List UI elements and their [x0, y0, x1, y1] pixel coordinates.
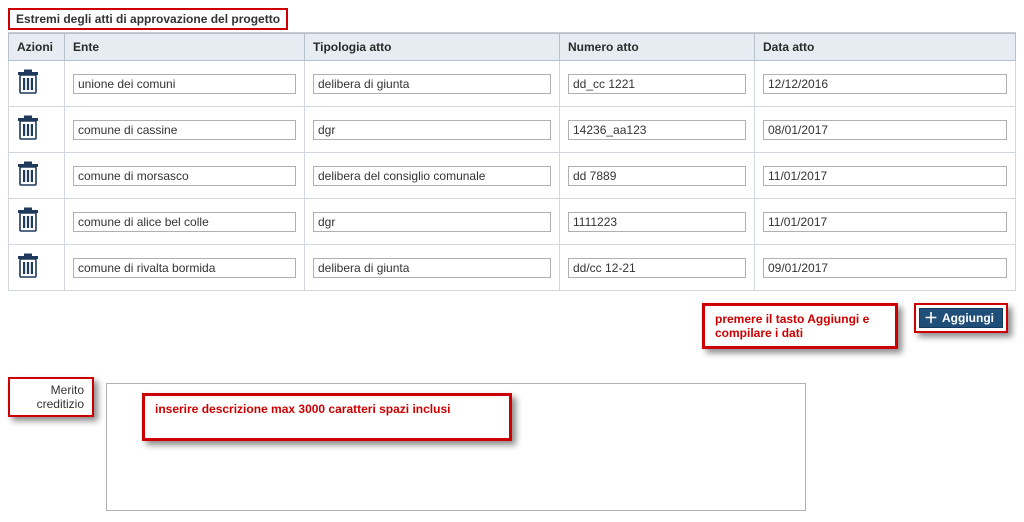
col-header-tipologia: Tipologia atto	[305, 34, 560, 61]
table-row	[9, 245, 1016, 291]
delete-icon[interactable]	[17, 115, 39, 144]
ente-input[interactable]	[73, 258, 296, 278]
data-input[interactable]	[763, 120, 1007, 140]
table-row	[9, 199, 1016, 245]
ente-input[interactable]	[73, 212, 296, 232]
col-header-ente: Ente	[65, 34, 305, 61]
approvals-table: Azioni Ente Tipologia atto Numero atto D…	[8, 33, 1016, 291]
table-row	[9, 107, 1016, 153]
data-input[interactable]	[763, 212, 1007, 232]
tipologia-input[interactable]	[313, 74, 551, 94]
section-title: Estremi degli atti di approvazione del p…	[8, 8, 288, 30]
tipologia-input[interactable]	[313, 212, 551, 232]
add-button[interactable]: ＋ Aggiungi	[919, 308, 1003, 328]
plus-icon: ＋	[924, 311, 938, 325]
delete-icon[interactable]	[17, 207, 39, 236]
data-input[interactable]	[763, 166, 1007, 186]
ente-input[interactable]	[73, 74, 296, 94]
tipologia-input[interactable]	[313, 166, 551, 186]
numero-input[interactable]	[568, 166, 746, 186]
merito-label: Merito creditizio	[8, 377, 94, 417]
delete-icon[interactable]	[17, 69, 39, 98]
ente-input[interactable]	[73, 166, 296, 186]
numero-input[interactable]	[568, 120, 746, 140]
aggiungi-highlight: ＋ Aggiungi	[914, 303, 1008, 333]
add-button-label: Aggiungi	[942, 311, 994, 325]
tipologia-input[interactable]	[313, 258, 551, 278]
ente-input[interactable]	[73, 120, 296, 140]
data-input[interactable]	[763, 258, 1007, 278]
merito-label-line2: creditizio	[18, 397, 84, 411]
col-header-data: Data atto	[755, 34, 1016, 61]
col-header-azioni: Azioni	[9, 34, 65, 61]
numero-input[interactable]	[568, 258, 746, 278]
delete-icon[interactable]	[17, 253, 39, 282]
callout-aggiungi: premere il tasto Aggiungi e compilare i …	[702, 303, 898, 349]
merito-textarea[interactable]	[106, 383, 806, 511]
numero-input[interactable]	[568, 212, 746, 232]
tipologia-input[interactable]	[313, 120, 551, 140]
col-header-numero: Numero atto	[560, 34, 755, 61]
table-row	[9, 153, 1016, 199]
delete-icon[interactable]	[17, 161, 39, 190]
table-row	[9, 61, 1016, 107]
merito-label-line1: Merito	[18, 383, 84, 397]
numero-input[interactable]	[568, 74, 746, 94]
data-input[interactable]	[763, 74, 1007, 94]
